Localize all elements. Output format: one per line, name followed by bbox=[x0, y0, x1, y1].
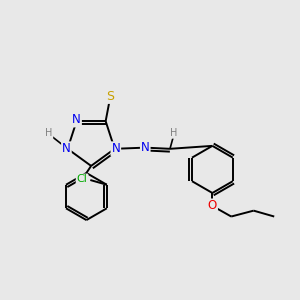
Text: Cl: Cl bbox=[76, 174, 88, 184]
Text: N: N bbox=[62, 142, 71, 155]
Text: H: H bbox=[45, 128, 52, 139]
Text: S: S bbox=[106, 90, 114, 103]
Text: N: N bbox=[72, 113, 81, 127]
Text: H: H bbox=[170, 128, 178, 138]
Text: O: O bbox=[208, 200, 217, 212]
Text: N: N bbox=[141, 141, 150, 154]
Text: N: N bbox=[111, 142, 120, 155]
